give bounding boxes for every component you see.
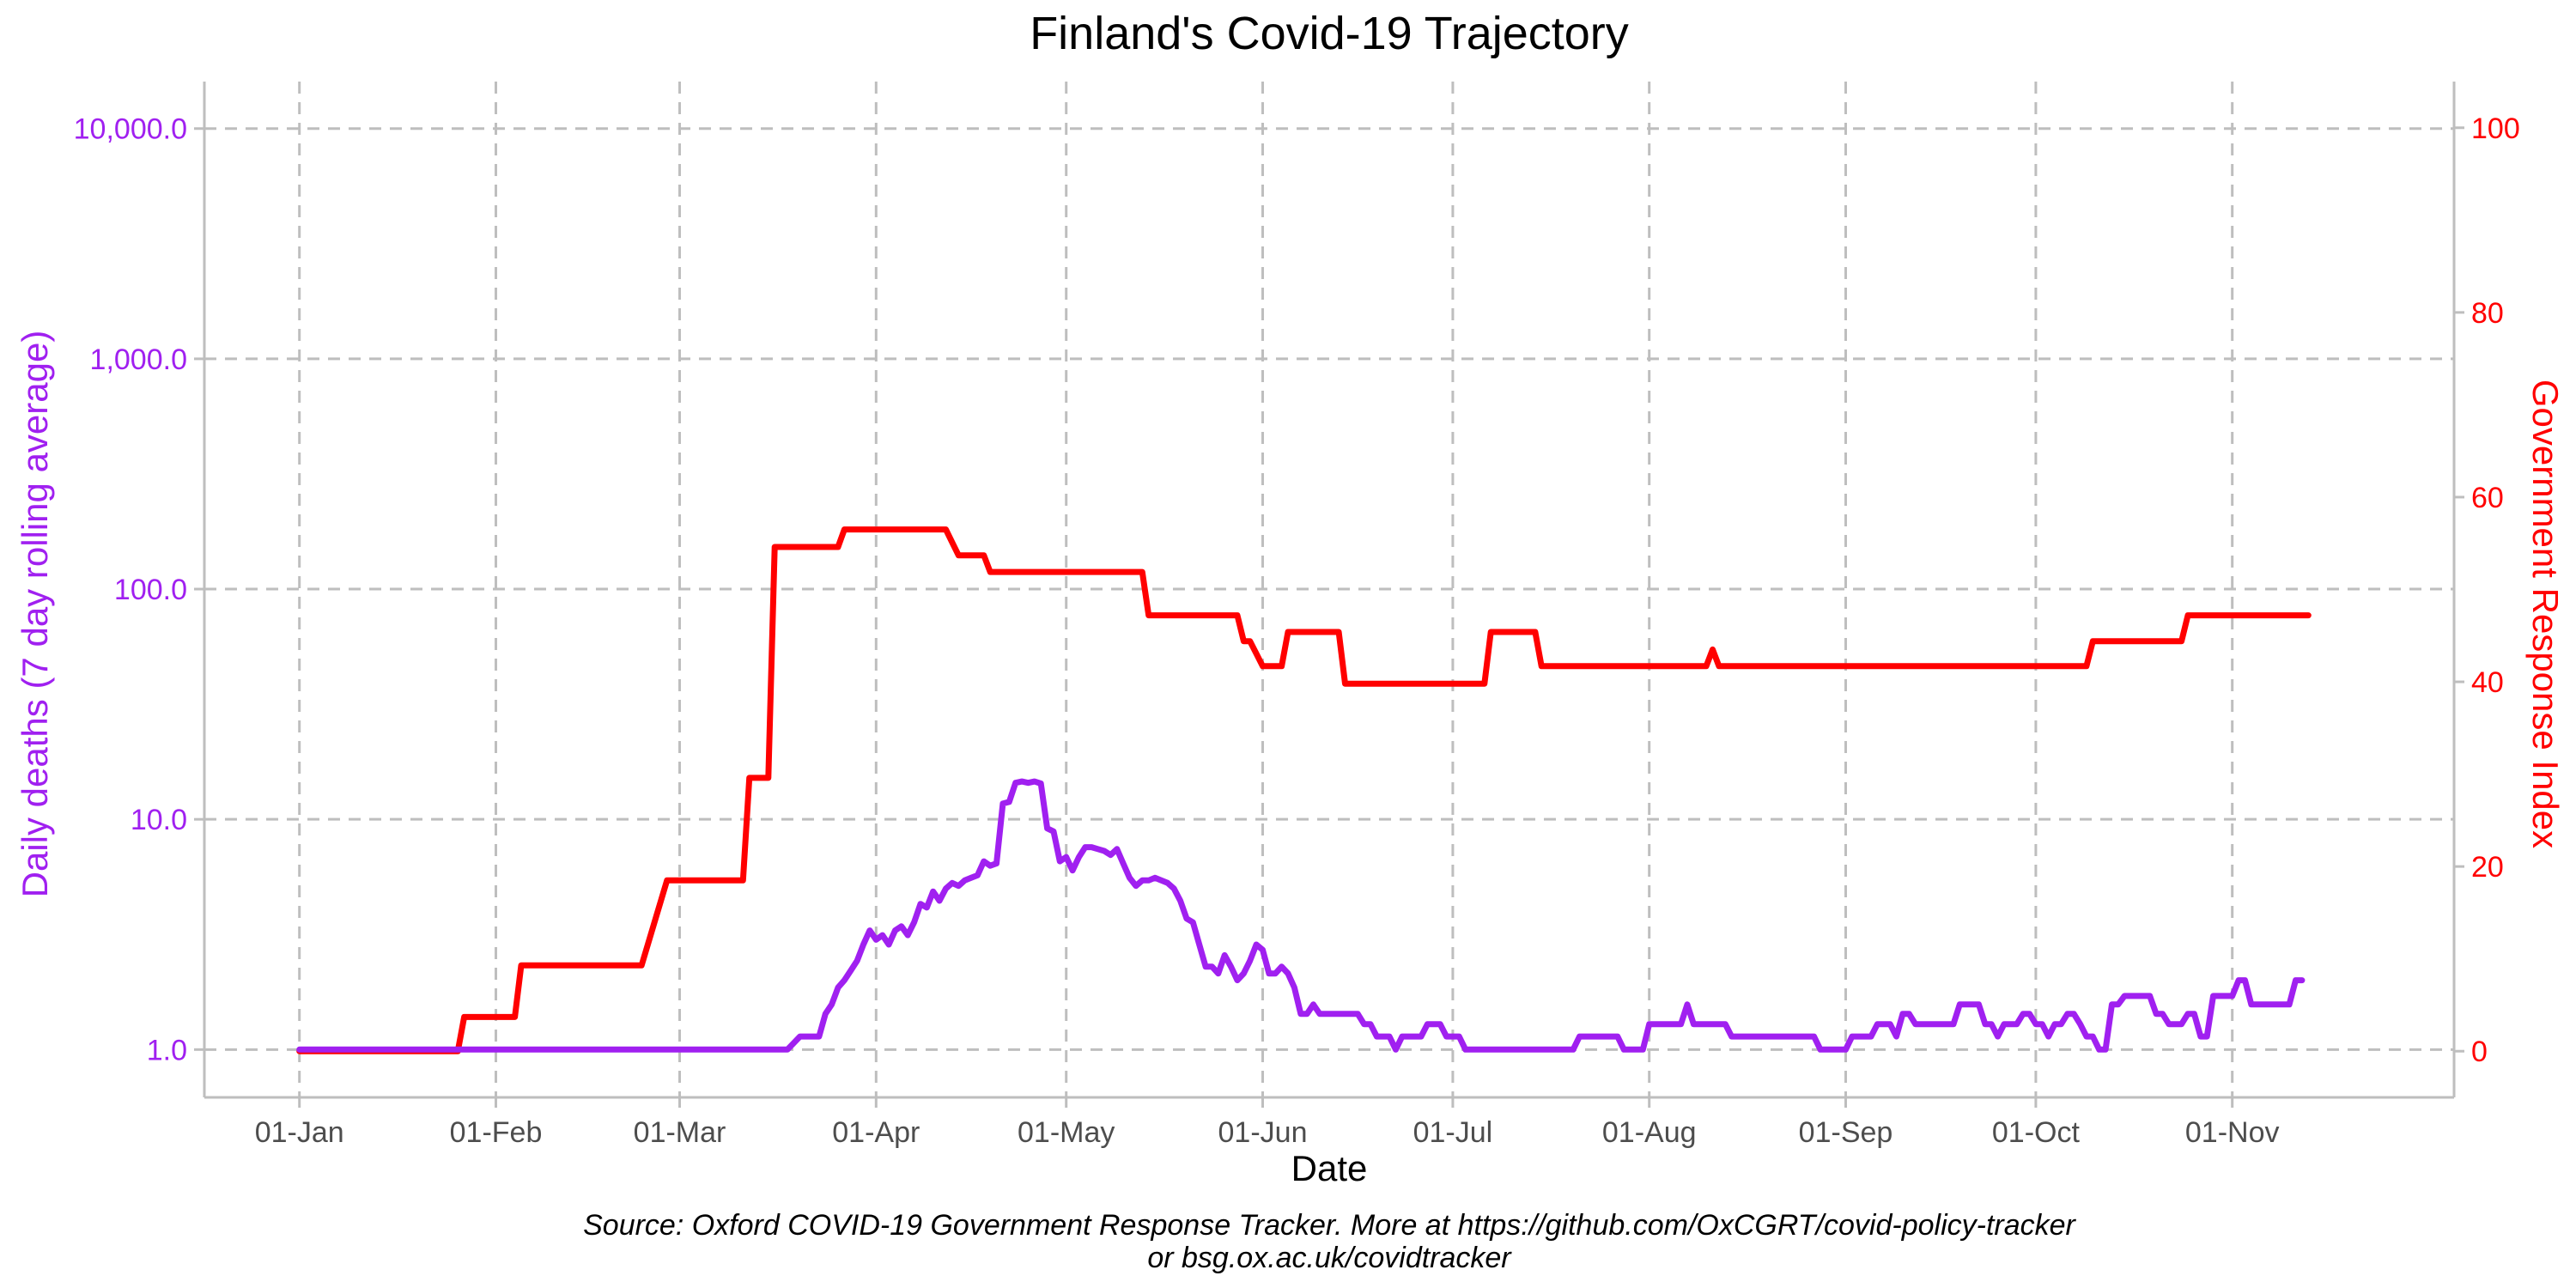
y-left-tick-label: 1,000.0 bbox=[90, 343, 187, 376]
y-left-tick-label: 1.0 bbox=[147, 1034, 187, 1066]
y-left-tick-label: 100.0 bbox=[114, 574, 187, 606]
tick-labels: 01-Jan 01-Feb 01-Mar 01-Apr 01-May 01-Jun 01-J… bbox=[74, 112, 2520, 1149]
y-left-tick-label: 10.0 bbox=[131, 804, 187, 836]
series-layer bbox=[296, 526, 2312, 1054]
daily-deaths-line bbox=[296, 778, 2306, 1053]
y-right-tick-label: 80 bbox=[2471, 297, 2504, 330]
x-tick-label: 01-Feb bbox=[450, 1116, 543, 1149]
x-tick-label: 01-May bbox=[1018, 1116, 1115, 1149]
y-right-tick-label: 0 bbox=[2471, 1036, 2488, 1068]
gridlines bbox=[204, 82, 2454, 1097]
y-axis-label-right: Government Response Index bbox=[2525, 380, 2566, 848]
x-tick-label: 01-Nov bbox=[2185, 1116, 2280, 1149]
y-axis-label-left: Daily deaths (7 day rolling average) bbox=[15, 331, 55, 898]
y-right-tick-label: 20 bbox=[2471, 851, 2504, 884]
y-right-tick-label: 60 bbox=[2471, 482, 2504, 514]
x-tick-label: 01-Oct bbox=[1992, 1116, 2081, 1149]
x-axis-label: Date bbox=[1291, 1148, 1368, 1188]
axes bbox=[194, 82, 2464, 1108]
y-right-tick-label: 40 bbox=[2471, 666, 2504, 699]
x-tick-label: 01-Jan bbox=[255, 1116, 344, 1149]
government-response-index-line bbox=[296, 526, 2312, 1054]
x-tick-label: 01-Jul bbox=[1413, 1116, 1493, 1149]
y-right-tick-label: 100 bbox=[2471, 112, 2520, 145]
x-tick-label: 01-Mar bbox=[634, 1116, 726, 1149]
x-tick-label: 01-Aug bbox=[1602, 1116, 1697, 1149]
source-caption-line-1: Source: Oxford COVID-19 Government Respo… bbox=[583, 1209, 2076, 1242]
y-left-tick-label: 10,000.0 bbox=[74, 113, 187, 146]
x-tick-label: 01-Sep bbox=[1799, 1116, 1893, 1149]
x-tick-label: 01-Jun bbox=[1218, 1116, 1308, 1149]
chart-title: Finland's Covid-19 Trajectory bbox=[1030, 8, 1629, 59]
x-tick-label: 01-Apr bbox=[832, 1116, 920, 1149]
source-caption-line-2: or bsg.ox.ac.uk/covidtracker bbox=[1147, 1242, 1512, 1274]
